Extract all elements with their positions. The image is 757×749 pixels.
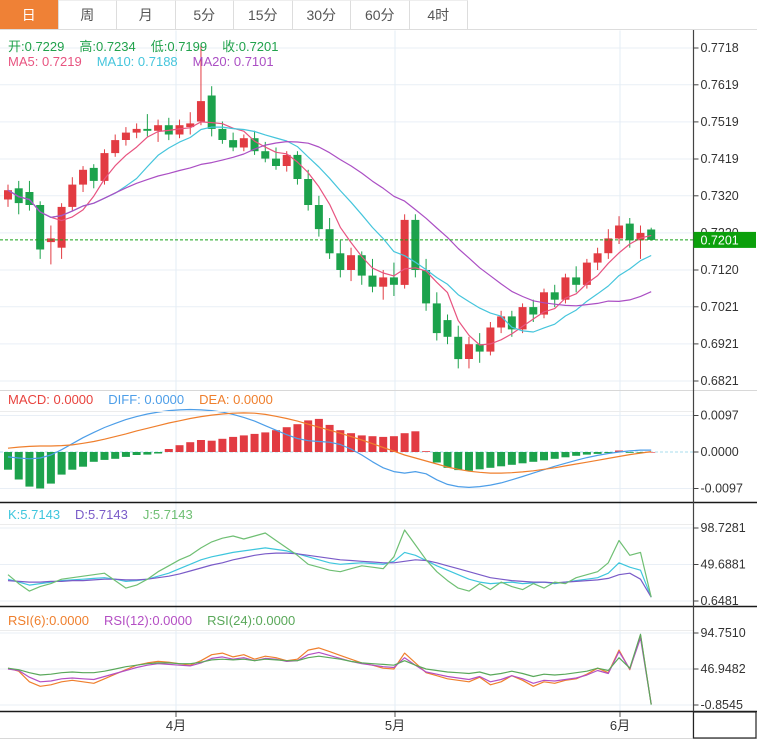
- svg-text:5月: 5月: [385, 718, 405, 733]
- tab-day[interactable]: 日: [0, 0, 59, 29]
- tab-week[interactable]: 周: [58, 0, 117, 29]
- axis-corner-box: [692, 711, 757, 739]
- svg-text:0.6481: 0.6481: [701, 594, 739, 608]
- svg-text:94.7510: 94.7510: [701, 626, 746, 640]
- tab-15min[interactable]: 15分: [234, 0, 293, 29]
- panel-borders: [0, 30, 757, 739]
- svg-text:98.7281: 98.7281: [701, 521, 746, 535]
- svg-text:0.7718: 0.7718: [701, 41, 739, 55]
- svg-text:0.6921: 0.6921: [701, 337, 739, 351]
- rsi6-line: [7, 634, 652, 705]
- tab-month[interactable]: 月: [117, 0, 176, 29]
- ma5-line: [7, 121, 652, 346]
- period-tabbar: 日周月 5分 15分 30分 60分 4时: [0, 0, 757, 30]
- last-price-badge: 0.7201: [693, 231, 756, 248]
- rsi12-line: [7, 637, 652, 705]
- svg-text:4月: 4月: [166, 718, 186, 733]
- svg-text:0.7320: 0.7320: [701, 189, 739, 203]
- candles-layer: [4, 45, 656, 369]
- rsi24-line: [7, 633, 652, 705]
- svg-text:0.7120: 0.7120: [701, 263, 739, 277]
- j-line: [7, 529, 652, 598]
- tab-5min[interactable]: 5分: [175, 0, 234, 29]
- svg-text:0.7519: 0.7519: [701, 115, 739, 129]
- svg-text:0.7021: 0.7021: [701, 300, 739, 314]
- ma20-line: [7, 141, 652, 307]
- tab-60min[interactable]: 60分: [351, 0, 410, 29]
- svg-text:0.7419: 0.7419: [701, 152, 739, 166]
- svg-text:0.0097: 0.0097: [701, 409, 739, 423]
- k-line: [7, 547, 652, 598]
- tab-30min[interactable]: 30分: [292, 0, 351, 29]
- svg-text:0.6821: 0.6821: [701, 374, 739, 388]
- svg-text:-0.8545: -0.8545: [701, 698, 743, 712]
- svg-text:0.7201: 0.7201: [701, 233, 739, 247]
- time-axis: 4月 5月 6月: [166, 711, 757, 739]
- price-axis: 0.77180.76190.75190.74190.73200.72200.71…: [693, 41, 746, 712]
- svg-text:0.7619: 0.7619: [701, 78, 739, 92]
- dea-line: [7, 412, 652, 474]
- gridlines: [0, 30, 694, 711]
- svg-text:49.6881: 49.6881: [701, 558, 746, 572]
- svg-text:0.0000: 0.0000: [701, 445, 739, 459]
- d-line: [7, 552, 652, 598]
- svg-text:46.9482: 46.9482: [701, 662, 746, 676]
- svg-text:6月: 6月: [610, 718, 630, 733]
- svg-text:-0.0097: -0.0097: [701, 482, 743, 496]
- tab-4hour[interactable]: 4时: [409, 0, 468, 29]
